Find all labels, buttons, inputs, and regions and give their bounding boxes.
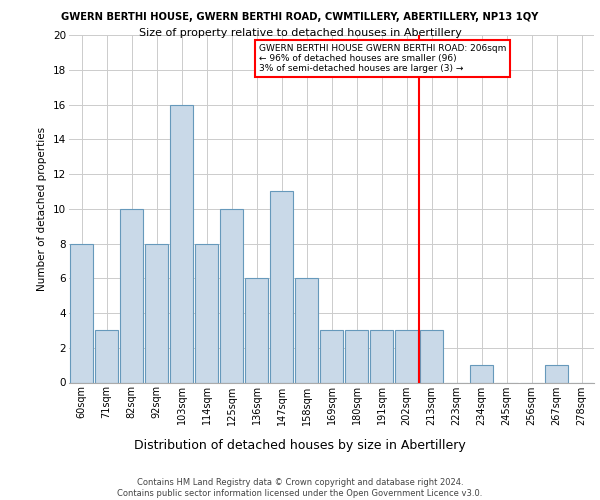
Bar (220, 209, 244, 382)
Bar (419, 330, 443, 382)
Bar (119, 209, 143, 382)
Text: Size of property relative to detached houses in Abertillery: Size of property relative to detached ho… (139, 28, 461, 38)
Bar (70, 244, 94, 382)
Bar (145, 244, 169, 382)
Bar (194, 244, 218, 382)
Bar (470, 365, 493, 382)
Bar (370, 330, 394, 382)
Bar (95, 330, 118, 382)
Text: Distribution of detached houses by size in Abertillery: Distribution of detached houses by size … (134, 440, 466, 452)
Bar (545, 365, 568, 382)
Text: Contains HM Land Registry data © Crown copyright and database right 2024.
Contai: Contains HM Land Registry data © Crown c… (118, 478, 482, 498)
Bar (245, 278, 268, 382)
Text: GWERN BERTHI HOUSE GWERN BERTHI ROAD: 206sqm
← 96% of detached houses are smalle: GWERN BERTHI HOUSE GWERN BERTHI ROAD: 20… (259, 44, 506, 74)
Bar (344, 330, 368, 382)
Bar (320, 330, 343, 382)
Y-axis label: Number of detached properties: Number of detached properties (37, 126, 47, 291)
Bar (295, 278, 319, 382)
Bar (395, 330, 418, 382)
Bar (269, 192, 293, 382)
Text: GWERN BERTHI HOUSE, GWERN BERTHI ROAD, CWMTILLERY, ABERTILLERY, NP13 1QY: GWERN BERTHI HOUSE, GWERN BERTHI ROAD, C… (61, 12, 539, 22)
Bar (170, 104, 193, 382)
